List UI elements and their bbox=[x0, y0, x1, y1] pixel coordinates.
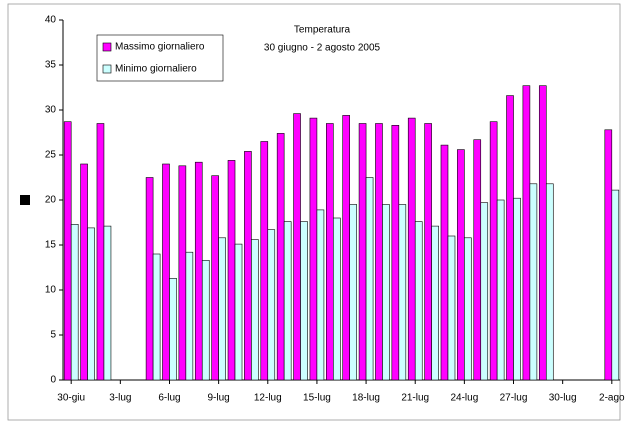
bar bbox=[169, 277, 177, 381]
bar bbox=[473, 139, 482, 381]
y-tick-label: 15 bbox=[45, 240, 57, 251]
bar bbox=[145, 177, 154, 381]
bar bbox=[267, 229, 276, 381]
bar bbox=[431, 225, 439, 381]
bar bbox=[407, 117, 416, 381]
bar bbox=[63, 121, 72, 381]
bar bbox=[283, 221, 292, 381]
bar bbox=[522, 85, 531, 381]
bar bbox=[87, 227, 95, 381]
bar bbox=[365, 177, 374, 381]
x-tick-label: 18-lug bbox=[352, 393, 380, 404]
bar bbox=[300, 221, 308, 381]
x-tick-label: 21-lug bbox=[401, 393, 429, 404]
bar bbox=[496, 199, 505, 381]
bar bbox=[218, 237, 226, 381]
bar bbox=[251, 239, 259, 381]
bar bbox=[529, 183, 538, 381]
bar bbox=[349, 204, 357, 381]
chart-subtitle: 30 giugno - 2 agosto 2005 bbox=[264, 43, 381, 54]
bar bbox=[96, 123, 105, 381]
bar bbox=[611, 189, 620, 381]
y-tick-label: 0 bbox=[50, 375, 56, 386]
y-tick-label: 30 bbox=[45, 105, 57, 116]
bar bbox=[398, 204, 407, 381]
bar bbox=[375, 123, 383, 381]
bar bbox=[293, 113, 301, 381]
legend-label: Massimo giornaliero bbox=[115, 42, 205, 53]
y-tick-label: 20 bbox=[45, 195, 57, 206]
x-tick-label: 27-lug bbox=[500, 393, 528, 404]
legend-swatch bbox=[102, 42, 112, 52]
bar bbox=[316, 209, 325, 381]
bar bbox=[201, 259, 210, 381]
bar bbox=[178, 165, 187, 381]
bar bbox=[194, 161, 203, 381]
bar bbox=[185, 251, 194, 381]
chart-title: Temperatura bbox=[294, 25, 351, 36]
bar bbox=[391, 125, 400, 381]
bar bbox=[162, 163, 170, 381]
bar bbox=[211, 175, 219, 381]
bar bbox=[538, 85, 547, 381]
bar bbox=[447, 235, 456, 381]
bar bbox=[276, 133, 285, 381]
y-tick-label: 25 bbox=[45, 150, 57, 161]
y-tick-label: 10 bbox=[45, 285, 57, 296]
legend-label: Minimo giornaliero bbox=[115, 64, 197, 75]
x-tick-label: 30-giu bbox=[57, 393, 85, 404]
bar bbox=[244, 151, 252, 381]
x-tick-label: 24-lug bbox=[450, 393, 478, 404]
legend-key-marker bbox=[20, 195, 30, 205]
bar bbox=[545, 183, 554, 381]
bar bbox=[227, 160, 236, 381]
y-tick-label: 5 bbox=[50, 330, 56, 341]
x-tick-label: 9-lug bbox=[208, 393, 230, 404]
bar bbox=[414, 221, 423, 381]
legend-box bbox=[96, 34, 224, 82]
bar bbox=[342, 115, 350, 381]
bar bbox=[260, 141, 269, 381]
bar bbox=[513, 197, 521, 381]
x-tick-label: 15-lug bbox=[303, 393, 331, 404]
bar bbox=[358, 123, 367, 381]
x-tick-label: 30-lug bbox=[549, 393, 577, 404]
bar bbox=[489, 121, 498, 381]
x-tick-label: 2-ago bbox=[599, 393, 625, 404]
bar bbox=[382, 204, 390, 381]
bar bbox=[440, 144, 449, 381]
bar bbox=[604, 129, 613, 381]
x-tick-label: 3-lug bbox=[109, 393, 131, 404]
bar bbox=[506, 95, 514, 381]
y-tick-label: 35 bbox=[45, 60, 57, 71]
bar bbox=[70, 224, 79, 381]
x-tick-label: 6-lug bbox=[158, 393, 180, 404]
bar bbox=[464, 237, 472, 381]
y-tick-label: 40 bbox=[45, 15, 57, 26]
bar bbox=[309, 117, 318, 381]
bar bbox=[333, 217, 341, 381]
x-tick-label: 12-lug bbox=[254, 393, 282, 404]
bar bbox=[103, 225, 112, 381]
bar bbox=[480, 202, 489, 381]
bar bbox=[80, 163, 88, 381]
bar bbox=[457, 149, 465, 381]
bar bbox=[326, 123, 334, 381]
bar bbox=[234, 243, 243, 381]
bar bbox=[424, 123, 432, 381]
bar bbox=[152, 253, 161, 381]
legend-swatch bbox=[102, 64, 112, 74]
